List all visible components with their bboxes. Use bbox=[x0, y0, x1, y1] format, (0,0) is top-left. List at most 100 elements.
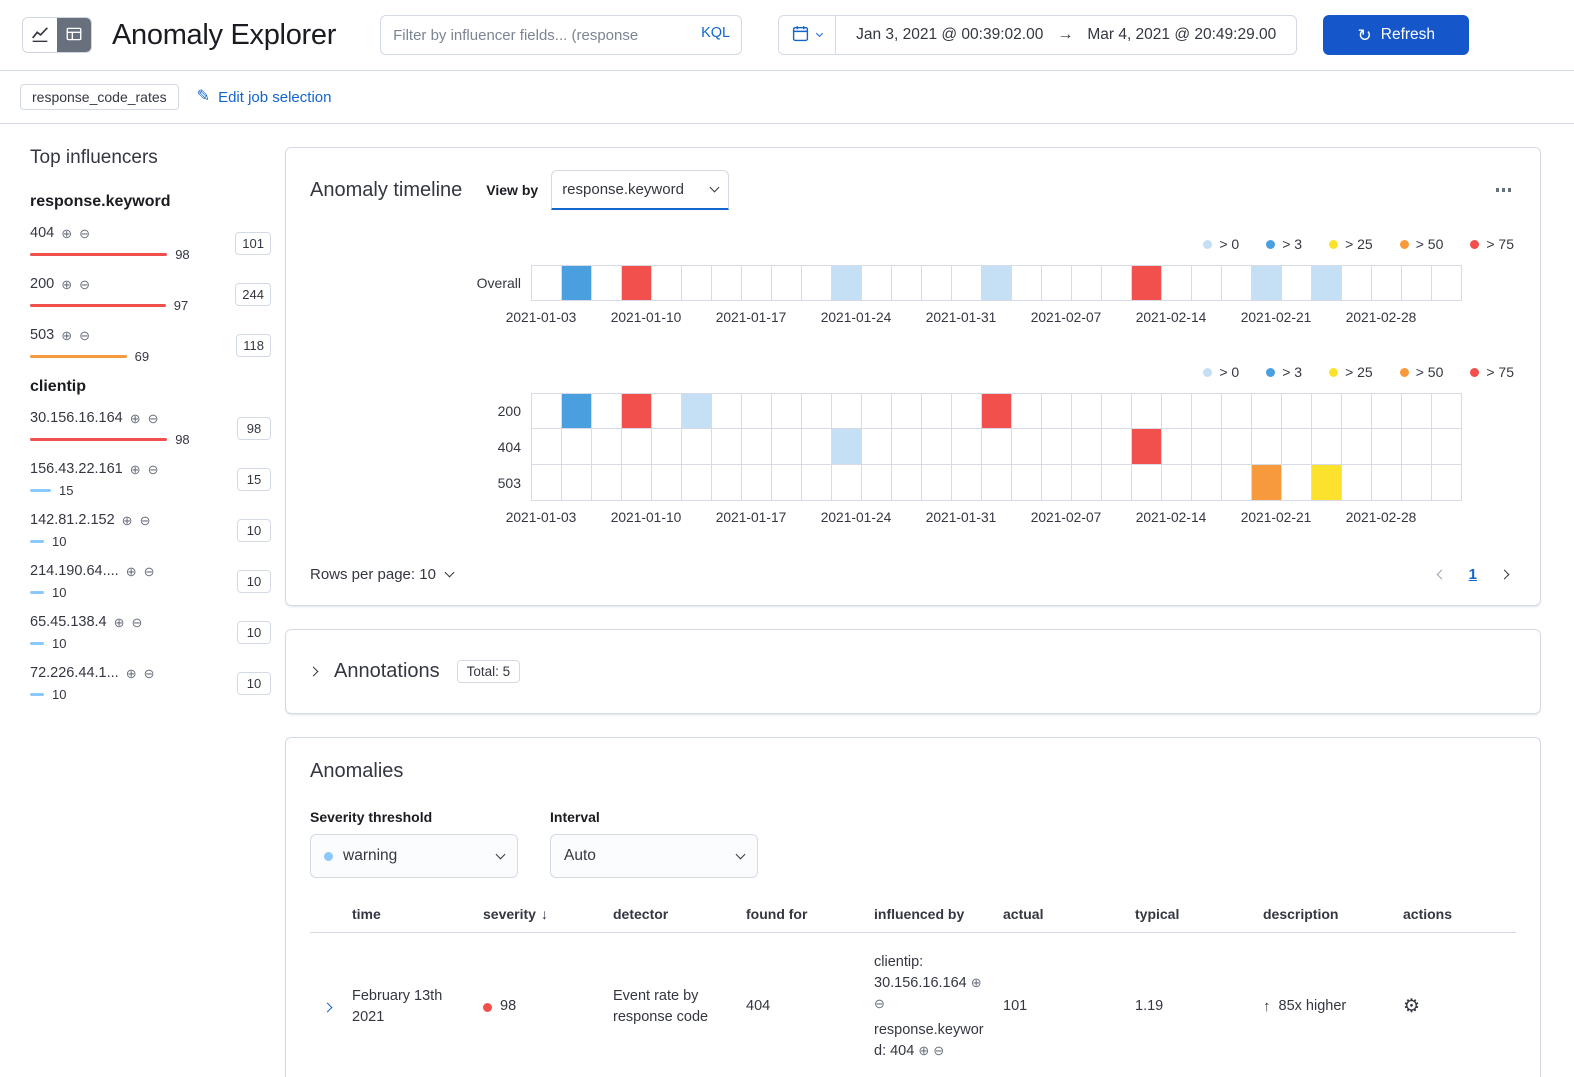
add-filter-icon[interactable]: ⊕ bbox=[125, 563, 137, 579]
swimlane-cell[interactable] bbox=[1312, 265, 1342, 301]
swimlane-cell[interactable] bbox=[862, 265, 892, 301]
swimlane-cell[interactable] bbox=[592, 465, 622, 501]
swimlane-cell[interactable] bbox=[742, 465, 772, 501]
swimlane-cell[interactable] bbox=[1192, 265, 1222, 301]
swimlane-cell[interactable] bbox=[1432, 393, 1462, 429]
swimlane-cell[interactable] bbox=[742, 429, 772, 465]
column-header-description[interactable]: description bbox=[1255, 896, 1395, 933]
swimlane-cell[interactable] bbox=[742, 265, 772, 301]
swimlane-cell[interactable] bbox=[1042, 465, 1072, 501]
previous-page-button[interactable] bbox=[1436, 569, 1447, 580]
swimlane-cell[interactable] bbox=[952, 429, 982, 465]
swimlane-cell[interactable] bbox=[622, 429, 652, 465]
swimlane-cell[interactable] bbox=[1072, 465, 1102, 501]
swimlane-cell[interactable] bbox=[1012, 429, 1042, 465]
swimlane-cell[interactable] bbox=[712, 265, 742, 301]
column-header-typical[interactable]: typical bbox=[1127, 896, 1255, 933]
swimlane-cell[interactable] bbox=[652, 429, 682, 465]
severity-threshold-select[interactable]: warning bbox=[310, 834, 518, 878]
swimlane-cell[interactable] bbox=[532, 393, 562, 429]
swimlane-cell[interactable] bbox=[532, 429, 562, 465]
swimlane-cell[interactable] bbox=[682, 465, 712, 501]
gear-icon[interactable]: ⚙ bbox=[1403, 996, 1421, 1018]
swimlane-cell[interactable] bbox=[772, 393, 802, 429]
kql-label[interactable]: KQL bbox=[701, 25, 731, 41]
remove-filter-icon[interactable]: ⊖ bbox=[147, 410, 159, 426]
swimlane-cell[interactable] bbox=[1372, 429, 1402, 465]
swimlane-cell[interactable] bbox=[982, 265, 1012, 301]
swimlane-cell[interactable] bbox=[1402, 429, 1432, 465]
swimlane-cell[interactable] bbox=[1102, 393, 1132, 429]
swimlane-cell[interactable] bbox=[1222, 465, 1252, 501]
swimlane-cell[interactable] bbox=[1402, 465, 1432, 501]
add-filter-icon[interactable]: ⊕ bbox=[129, 461, 141, 477]
swimlane-cell[interactable] bbox=[622, 393, 652, 429]
swimlane-cell[interactable] bbox=[1252, 265, 1282, 301]
swimlane-cell[interactable] bbox=[1252, 393, 1282, 429]
swimlane-cell[interactable] bbox=[982, 393, 1012, 429]
remove-filter-icon[interactable]: ⊖ bbox=[874, 996, 885, 1012]
swimlane-cell[interactable] bbox=[1192, 393, 1222, 429]
next-page-button[interactable] bbox=[1499, 569, 1510, 580]
swimlane-cell[interactable] bbox=[712, 393, 742, 429]
swimlane-cell[interactable] bbox=[1162, 429, 1192, 465]
swimlane-cell[interactable] bbox=[1102, 265, 1132, 301]
swimlane-cell[interactable] bbox=[1042, 429, 1072, 465]
remove-filter-icon[interactable]: ⊖ bbox=[139, 512, 151, 528]
swimlane-cell[interactable] bbox=[1132, 429, 1162, 465]
swimlane-cell[interactable] bbox=[922, 265, 952, 301]
swimlane-cell[interactable] bbox=[682, 265, 712, 301]
swimlane-cell[interactable] bbox=[1222, 393, 1252, 429]
swimlane-cell[interactable] bbox=[832, 393, 862, 429]
swimlane-cell[interactable] bbox=[1342, 393, 1372, 429]
swimlane-cell[interactable] bbox=[982, 429, 1012, 465]
remove-filter-icon[interactable]: ⊖ bbox=[131, 614, 143, 630]
swimlane-cell[interactable] bbox=[1132, 465, 1162, 501]
swimlane-cell[interactable] bbox=[1372, 393, 1402, 429]
remove-filter-icon[interactable]: ⊖ bbox=[79, 276, 91, 292]
swimlane-cell[interactable] bbox=[1132, 393, 1162, 429]
swimlane-cell[interactable] bbox=[1162, 393, 1192, 429]
swimlane-cell[interactable] bbox=[862, 393, 892, 429]
swimlane-cell[interactable] bbox=[1042, 393, 1072, 429]
swimlane-cell[interactable] bbox=[1312, 465, 1342, 501]
start-date[interactable]: Jan 3, 2021 @ 00:39:02.00 bbox=[856, 26, 1044, 43]
swimlane-cell[interactable] bbox=[562, 393, 592, 429]
swimlane-cell[interactable] bbox=[802, 393, 832, 429]
swimlane-cell[interactable] bbox=[802, 429, 832, 465]
column-header-actual[interactable]: actual bbox=[995, 896, 1127, 933]
swimlane-cell[interactable] bbox=[1222, 265, 1252, 301]
swimlane-cell[interactable] bbox=[832, 429, 862, 465]
swimlane-cell[interactable] bbox=[1072, 265, 1102, 301]
swimlane-cell[interactable] bbox=[1432, 465, 1462, 501]
swimlane-cell[interactable] bbox=[1102, 429, 1132, 465]
column-header-found-for[interactable]: found for bbox=[738, 896, 866, 933]
swimlane-cell[interactable] bbox=[562, 265, 592, 301]
swimlane-cell[interactable] bbox=[622, 265, 652, 301]
row-actions[interactable]: ⚙ bbox=[1395, 933, 1516, 1077]
swimlane-cell[interactable] bbox=[892, 393, 922, 429]
column-header-influenced-by[interactable]: influenced by bbox=[866, 896, 995, 933]
swimlane-cell[interactable] bbox=[892, 465, 922, 501]
add-filter-icon[interactable]: ⊕ bbox=[113, 614, 125, 630]
swimlane-cell[interactable] bbox=[772, 265, 802, 301]
refresh-button[interactable]: ↻ Refresh bbox=[1323, 15, 1470, 55]
swimlane-cell[interactable] bbox=[1192, 429, 1222, 465]
remove-filter-icon[interactable]: ⊖ bbox=[933, 1042, 945, 1058]
swimlane-cell[interactable] bbox=[1312, 429, 1342, 465]
swimlane-cell[interactable] bbox=[1252, 429, 1282, 465]
swimlane-cell[interactable] bbox=[832, 465, 862, 501]
swimlane-cell[interactable] bbox=[742, 393, 772, 429]
swimlane-cell[interactable] bbox=[862, 429, 892, 465]
swimlane-cell[interactable] bbox=[1042, 265, 1072, 301]
swimlane-cell[interactable] bbox=[1282, 393, 1312, 429]
expand-annotations-button[interactable] bbox=[308, 666, 319, 677]
swimlane-cell[interactable] bbox=[952, 393, 982, 429]
swimlane-cell[interactable] bbox=[1402, 393, 1432, 429]
swimlane-cell[interactable] bbox=[532, 465, 562, 501]
swimlane-cell[interactable] bbox=[952, 265, 982, 301]
swimlane-cell[interactable] bbox=[862, 465, 892, 501]
column-header-detector[interactable]: detector bbox=[605, 896, 738, 933]
swimlane-cell[interactable] bbox=[1432, 429, 1462, 465]
add-filter-icon[interactable]: ⊕ bbox=[121, 512, 133, 528]
